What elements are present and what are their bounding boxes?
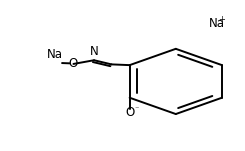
Text: Na: Na — [47, 48, 63, 61]
Text: ⁻: ⁻ — [134, 105, 139, 114]
Text: O: O — [69, 57, 78, 70]
Text: +: + — [219, 15, 225, 24]
Text: O: O — [125, 106, 134, 119]
Text: N: N — [90, 45, 98, 58]
Text: Na: Na — [208, 17, 224, 30]
